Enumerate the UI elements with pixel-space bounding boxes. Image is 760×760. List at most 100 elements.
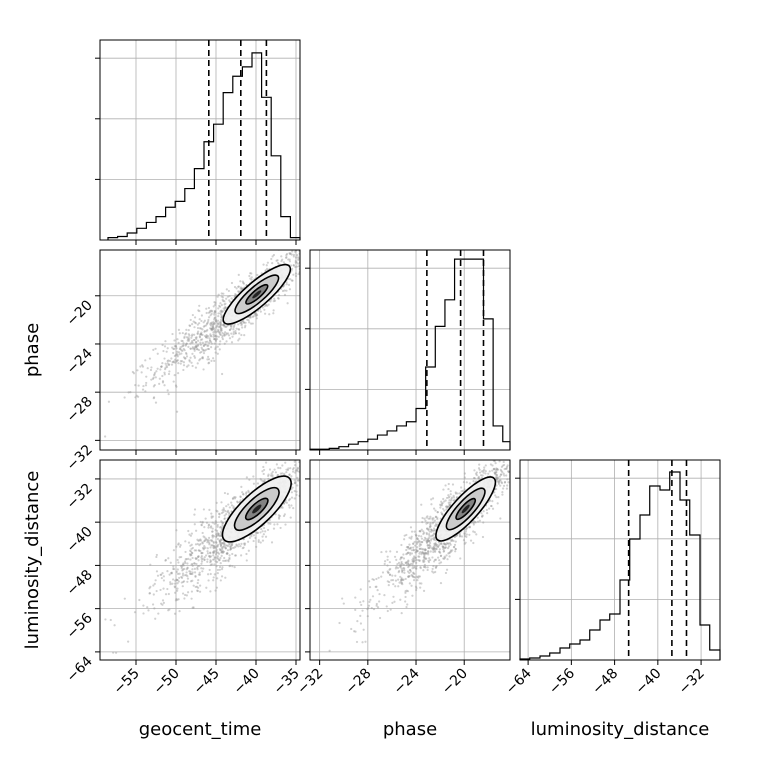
scatter-point — [496, 467, 499, 471]
scatter-point — [510, 467, 512, 469]
scatter-point — [511, 470, 513, 472]
scatter-point — [271, 475, 274, 478]
scatter-point — [264, 461, 268, 464]
scatter-point — [209, 551, 212, 554]
scatter-point — [192, 320, 195, 323]
scatter-point — [159, 573, 162, 576]
scatter-point — [214, 541, 218, 544]
scatter-point — [409, 553, 412, 556]
scatter-point — [297, 272, 300, 276]
scatter-point — [212, 326, 215, 329]
scatter-point — [211, 544, 214, 547]
scatter-point — [198, 549, 201, 552]
scatter-point — [214, 301, 217, 305]
scatter-point — [181, 340, 184, 343]
scatter-point — [399, 580, 403, 583]
scatter-point — [250, 535, 253, 538]
scatter-point — [194, 366, 198, 369]
scatter-point — [174, 591, 177, 594]
scatter-point — [275, 463, 278, 466]
scatter-point — [230, 543, 234, 547]
scatter-point — [289, 252, 292, 255]
scatter-point — [397, 578, 400, 581]
panel-frame — [519, 459, 721, 661]
scatter-point — [369, 598, 372, 601]
scatter-point — [418, 544, 421, 547]
scatter-point — [450, 550, 453, 553]
scatter-point — [203, 319, 206, 322]
scatter-point — [210, 312, 213, 315]
scatter-point — [283, 289, 286, 292]
scatter-point — [295, 261, 298, 264]
scatter-point — [432, 537, 435, 540]
scatter-point — [198, 564, 201, 567]
scatter-point — [301, 450, 303, 452]
scatter-point — [252, 475, 255, 478]
scatter-point — [263, 305, 266, 308]
scatter-point — [423, 539, 426, 542]
scatter-point — [161, 374, 164, 378]
scatter-point — [212, 335, 215, 338]
scatter-point — [248, 321, 251, 324]
scatter-point — [205, 586, 208, 589]
scatter-point — [461, 489, 465, 492]
scatter-point — [409, 570, 412, 573]
panel-frame — [99, 249, 301, 451]
scatter-point — [297, 256, 300, 259]
scatter-point — [484, 472, 487, 475]
scatter-point — [431, 497, 435, 500]
scatter-point — [216, 510, 219, 513]
scatter-point — [261, 470, 264, 473]
scatter-point — [166, 587, 169, 591]
scatter-point — [449, 493, 452, 496]
scatter-point — [267, 477, 270, 480]
scatter-point — [198, 544, 201, 547]
scatter-point — [427, 532, 431, 536]
scatter-point — [265, 304, 268, 307]
scatter-point — [452, 496, 456, 499]
scatter-point — [224, 325, 227, 328]
scatter-point — [206, 340, 209, 343]
scatter-point — [225, 513, 228, 516]
scatter-point — [173, 612, 177, 615]
scatter-point — [220, 520, 223, 523]
scatter-point — [501, 471, 504, 474]
scatter-point — [189, 347, 192, 350]
scatter-point — [502, 484, 506, 487]
scatter-point — [317, 454, 319, 456]
scatter-point — [220, 527, 223, 531]
scatter-point — [273, 523, 276, 526]
scatter-point — [395, 558, 398, 562]
scatter-point — [293, 497, 296, 500]
scatter-point — [182, 344, 185, 347]
scatter-point — [458, 535, 461, 538]
scatter-point — [219, 545, 223, 548]
scatter-point — [235, 287, 238, 290]
scatter-point — [454, 492, 458, 495]
scatter-point — [221, 542, 225, 545]
scatter-point — [290, 491, 293, 494]
scatter-point — [224, 510, 227, 513]
scatter-point — [427, 546, 430, 549]
scatter-point — [225, 552, 229, 555]
scatter-point — [131, 370, 134, 374]
scatter-point — [225, 544, 229, 547]
scatter-point — [497, 481, 501, 484]
scatter-point — [386, 570, 389, 573]
scatter-point — [237, 290, 241, 293]
scatter-point — [222, 507, 225, 510]
scatter-point — [151, 603, 155, 606]
scatter-point — [215, 551, 218, 554]
scatter-point — [296, 467, 299, 470]
scatter-point — [166, 570, 169, 573]
scatter-point — [315, 469, 317, 471]
scatter-point — [431, 567, 434, 571]
scatter-point — [227, 511, 231, 514]
scatter-point — [205, 324, 208, 327]
scatter-point — [434, 509, 437, 512]
scatter-point — [402, 567, 405, 570]
scatter-point — [285, 254, 288, 257]
scatter-point — [463, 542, 466, 545]
scatter-point — [438, 559, 441, 562]
scatter-point — [221, 549, 224, 552]
